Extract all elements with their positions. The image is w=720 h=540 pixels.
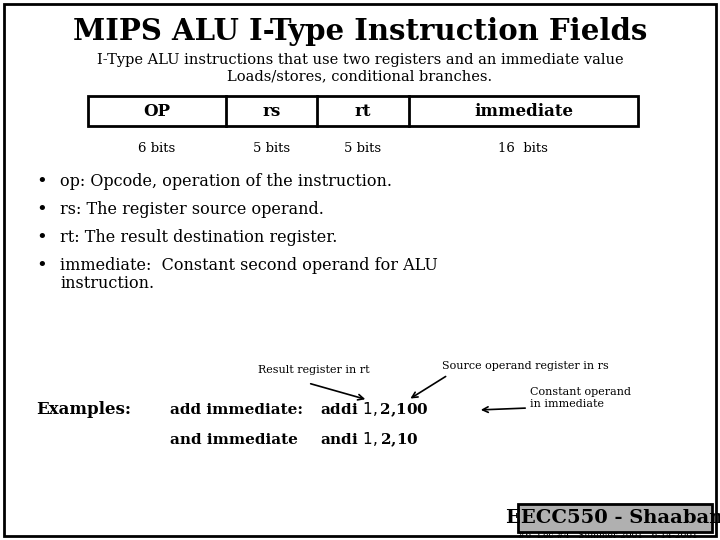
Text: add immediate:: add immediate:: [170, 403, 303, 417]
Text: •: •: [37, 257, 48, 275]
Text: #6  Lec #4   Summer 2001   6-14-2001: #6 Lec #4 Summer 2001 6-14-2001: [518, 531, 698, 540]
Text: and immediate: and immediate: [170, 433, 298, 447]
Text: MIPS ALU I-Type Instruction Fields: MIPS ALU I-Type Instruction Fields: [73, 17, 647, 46]
Text: I-Type ALU instructions that use two registers and an immediate value: I-Type ALU instructions that use two reg…: [96, 53, 624, 67]
Bar: [518, 504, 712, 532]
Text: immediate: immediate: [474, 103, 573, 119]
Text: Examples:: Examples:: [36, 402, 131, 418]
Text: immediate:  Constant second operand for ALU: immediate: Constant second operand for A…: [60, 258, 438, 274]
Text: OP: OP: [143, 103, 170, 119]
Text: Result register in rt: Result register in rt: [258, 365, 369, 375]
Bar: [88, 96, 638, 126]
Text: rs: rs: [262, 103, 281, 119]
Text: rs: The register source operand.: rs: The register source operand.: [60, 201, 324, 219]
Text: op: Opcode, operation of the instruction.: op: Opcode, operation of the instruction…: [60, 173, 392, 191]
Text: 16  bits: 16 bits: [498, 141, 549, 154]
Text: •: •: [37, 229, 48, 247]
Text: rt: rt: [355, 103, 372, 119]
Text: Source operand register in rs: Source operand register in rs: [442, 361, 608, 371]
Text: EECC550 - Shaaban: EECC550 - Shaaban: [506, 509, 720, 527]
Text: 6 bits: 6 bits: [138, 141, 176, 154]
Text: 5 bits: 5 bits: [253, 141, 290, 154]
Text: •: •: [37, 173, 48, 191]
Text: •: •: [37, 201, 48, 219]
Text: andi $1,$2,10: andi $1,$2,10: [320, 431, 418, 449]
Text: 5 bits: 5 bits: [344, 141, 382, 154]
Text: Constant operand
in immediate: Constant operand in immediate: [530, 387, 631, 409]
Text: rt: The result destination register.: rt: The result destination register.: [60, 230, 338, 246]
Text: Loads/stores, conditional branches.: Loads/stores, conditional branches.: [228, 69, 492, 83]
Text: addi $1,$2,100: addi $1,$2,100: [320, 401, 429, 420]
Text: instruction.: instruction.: [60, 275, 154, 293]
